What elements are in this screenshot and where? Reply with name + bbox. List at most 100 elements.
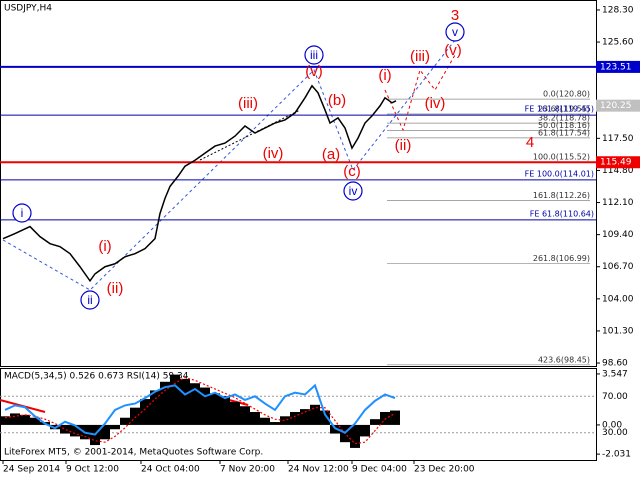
y-tick-label: 104.00 xyxy=(602,294,634,304)
x-tick-label: 9 Oct 12:00 xyxy=(66,465,119,475)
macd-bar xyxy=(180,378,190,425)
fib-label: 161.8(112.26) xyxy=(533,191,590,200)
macd-bar xyxy=(0,416,10,425)
y-tick-label: 106.70 xyxy=(602,262,634,272)
macd-bar xyxy=(130,407,140,425)
macd-bar xyxy=(30,417,40,425)
y-tick-label: 128.30 xyxy=(602,5,634,15)
wave-label: (ii) xyxy=(107,280,124,297)
wave-label: (v) xyxy=(444,42,462,59)
macd-bar xyxy=(20,414,30,425)
wave-label: (i) xyxy=(378,67,391,84)
wave-circle xyxy=(12,203,32,223)
macd-bar xyxy=(350,424,360,448)
macd-bar xyxy=(70,424,80,437)
wave-label: (iv) xyxy=(263,145,284,162)
wave-label: (iii) xyxy=(410,48,430,65)
y-tick-label: 112.10 xyxy=(602,198,634,208)
macd-bar xyxy=(240,406,250,425)
wave-label: (i) xyxy=(98,238,111,255)
macd-bar xyxy=(320,410,330,425)
fib-label: 61.8(117.54) xyxy=(538,128,590,137)
x-tick-label: 9 Dec 04:00 xyxy=(352,465,407,475)
price-line xyxy=(2,84,397,283)
macd-bar xyxy=(270,422,280,425)
macd-bar xyxy=(140,399,150,425)
level-label: 115.49 xyxy=(600,158,632,168)
macd-bar xyxy=(370,419,380,425)
macd-bar xyxy=(390,410,400,425)
wave-label: iii xyxy=(310,48,318,62)
indicator-title: MACD(5,34,5) 0.526 0.673 RSI(14) 59.34 xyxy=(4,372,189,382)
level-tag xyxy=(596,60,640,73)
fib-label: 38.2(118.78) xyxy=(538,114,590,123)
wave-label: (v) xyxy=(305,63,323,80)
wave-label: v xyxy=(452,25,458,39)
wave-guide-red xyxy=(384,54,456,132)
fe-label: FE 61.8(110.64) xyxy=(530,209,594,218)
fe-label: FE 100.0(114.01) xyxy=(525,169,594,178)
watermark: LiteForex MT5, © 2001-2014, MetaQuotes S… xyxy=(4,448,263,458)
fib-label: 100.0(115.52) xyxy=(533,152,590,161)
macd-bar xyxy=(160,381,170,425)
wave-label: (b) xyxy=(328,92,346,109)
y-tick-label: 101.30 xyxy=(602,326,634,336)
x-tick-label: 24 Sep 2014 xyxy=(3,465,60,475)
y-tick-label: 109.40 xyxy=(602,230,634,240)
macd-bar xyxy=(280,416,290,425)
wave-circle xyxy=(304,45,324,65)
macd-bar xyxy=(170,374,180,425)
y-tick-label: 98.60 xyxy=(602,359,628,369)
macd-bar xyxy=(210,393,220,425)
channel-line xyxy=(199,109,301,161)
macd-bar xyxy=(60,424,70,434)
wave-label: (ii) xyxy=(395,137,412,154)
wave-label: (c) xyxy=(343,163,361,180)
macd-bar xyxy=(150,390,160,425)
macd-bar xyxy=(120,417,130,425)
macd-bar xyxy=(190,383,200,425)
x-tick-label: 24 Nov 12:00 xyxy=(288,465,349,475)
macd-bar xyxy=(300,409,310,425)
macd-bar xyxy=(110,424,120,430)
fib-label: 423.6(98.45) xyxy=(538,355,590,364)
macd-bar xyxy=(380,411,390,425)
macd-bar xyxy=(220,396,230,425)
wave-label: 4 xyxy=(526,134,534,151)
macd-bar xyxy=(230,401,240,425)
fe-label: FE 161.8(119.45) xyxy=(525,105,594,114)
wave-label: iv xyxy=(349,184,358,198)
signal-line xyxy=(4,376,396,445)
y-tick-label: -2.031 xyxy=(602,450,631,460)
wave-label: (iii) xyxy=(238,95,258,112)
macd-bar xyxy=(260,417,270,425)
fib-label: 23.6(119.55) xyxy=(538,104,590,113)
macd-bar xyxy=(310,404,320,425)
chart-title: USDJPY,H4 xyxy=(4,4,52,14)
y-tick-label: 3.547 xyxy=(602,369,628,379)
fib-label: 50.0(118.16) xyxy=(538,121,590,130)
fib-label: 261.8(106.99) xyxy=(533,254,590,263)
macd-bar xyxy=(360,424,370,437)
x-tick-label: 7 Nov 20:00 xyxy=(220,465,275,475)
x-tick-label: 24 Oct 04:00 xyxy=(141,465,200,475)
macd-bar xyxy=(250,411,260,425)
y2-tick-label: 70.00 xyxy=(602,392,628,402)
wave-label: i xyxy=(21,206,24,220)
wave-label: (iv) xyxy=(425,95,446,112)
indicator-frame xyxy=(0,368,597,461)
macd-bar xyxy=(290,411,300,425)
level-label: 123.51 xyxy=(600,62,632,72)
last-price-tag xyxy=(596,99,640,112)
macd-bar xyxy=(200,387,210,425)
last-price-label: 120.25 xyxy=(600,101,632,111)
y2-tick-label: 30.00 xyxy=(602,428,628,438)
macd-bar xyxy=(10,413,20,425)
wave-label: 3 xyxy=(451,7,459,24)
wave-circle xyxy=(445,22,465,42)
rsi-line xyxy=(4,383,396,436)
wave-circle xyxy=(80,290,100,310)
wave-label: (a) xyxy=(322,146,340,163)
level-tag xyxy=(596,156,640,169)
